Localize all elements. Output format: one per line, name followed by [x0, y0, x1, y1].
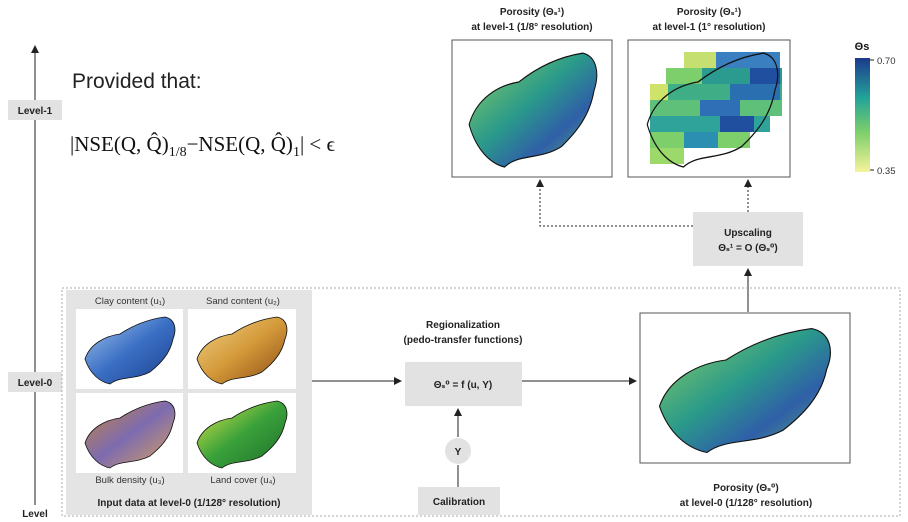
- level-label: Level: [22, 509, 48, 520]
- upscaling-box: [693, 212, 803, 266]
- level-label: Level-0: [18, 378, 53, 389]
- condition-formula: |NSE(Q, Q̂)1/8−NSE(Q, Q̂)1| < ϵ: [70, 132, 335, 160]
- level-label: Level-1: [18, 106, 53, 117]
- arrow: [540, 180, 693, 226]
- colorbar-label: 0.35: [877, 166, 896, 177]
- map-title: Porosity (Θₛ¹): [677, 7, 741, 18]
- regionalization-title: Regionalization: [426, 320, 500, 331]
- condition-intro: Provided that:: [72, 70, 202, 93]
- parameter-label: Υ: [455, 447, 462, 458]
- regionalization-formula: Θₛ⁰ = f (u, Υ): [434, 380, 492, 391]
- formula-part: −NSE(Q, Q̂): [187, 132, 293, 156]
- colorbar: [855, 58, 870, 172]
- map-title: Porosity (Θₛ⁰): [713, 483, 778, 494]
- regionalization-subtitle: (pedo-transfer functions): [404, 335, 523, 346]
- formula-part: | < ϵ: [300, 132, 336, 156]
- map-subtitle: at level-1 (1° resolution): [653, 22, 766, 33]
- map-subtitle: at level-1 (1/8° resolution): [471, 22, 592, 33]
- input-label: Sand content (u₂): [206, 296, 280, 307]
- map-title: Porosity (Θₛ¹): [500, 7, 564, 18]
- input-label: Clay content (u₁): [95, 296, 165, 307]
- input-caption: Input data at level-0 (1/128° resolution…: [98, 498, 281, 509]
- calibration-label: Calibration: [433, 497, 485, 508]
- colorbar-title: Θs: [855, 41, 870, 53]
- formula-sub: 1: [293, 145, 300, 160]
- formula-part: |NSE(Q, Q̂): [70, 132, 169, 156]
- formula-sub: 1/8: [169, 145, 187, 160]
- upscaling-formula: Θₛ¹ = O (Θₛ⁰): [718, 243, 778, 254]
- map-subtitle: at level-0 (1/128° resolution): [680, 498, 812, 509]
- colorbar-label: 0.70: [877, 56, 896, 67]
- upscaling-title: Upscaling: [724, 228, 772, 239]
- input-label: Land cover (u₄): [210, 475, 275, 486]
- diagram: Level-1 Level-0 Level Provided that: |NS…: [0, 0, 908, 522]
- input-label: Bulk density (u₃): [95, 475, 164, 486]
